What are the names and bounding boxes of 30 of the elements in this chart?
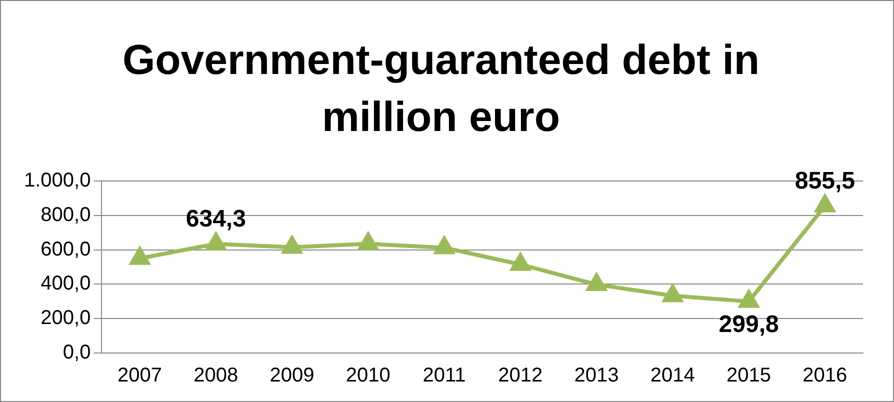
x-tick-label: 2013 bbox=[574, 364, 619, 387]
y-tick-label: 0,0 bbox=[62, 342, 91, 364]
data-label: 299,8 bbox=[718, 311, 779, 338]
x-tick-label: 2012 bbox=[498, 364, 543, 387]
chart-title: Government-guaranteed debt in million euro bbox=[121, 35, 761, 142]
x-tick-label: 2015 bbox=[726, 364, 772, 387]
x-tick-label: 2010 bbox=[346, 364, 390, 387]
x-tick-label: 2009 bbox=[270, 364, 314, 387]
data-label: 855,5 bbox=[794, 167, 855, 194]
point bbox=[206, 232, 226, 250]
point bbox=[510, 253, 530, 271]
point bbox=[130, 247, 150, 265]
point bbox=[358, 232, 378, 250]
x-tick-label: 2016 bbox=[802, 364, 848, 387]
data-label: 634,3 bbox=[186, 206, 246, 233]
x-tick-label: 2007 bbox=[118, 364, 162, 387]
point bbox=[586, 274, 606, 292]
x-tick-label: 2011 bbox=[422, 364, 466, 387]
y-tick-label: 800,0 bbox=[40, 204, 91, 226]
y-tick-label: 600,0 bbox=[40, 238, 91, 260]
point bbox=[434, 236, 454, 254]
point bbox=[282, 236, 302, 254]
point bbox=[662, 284, 682, 302]
x-tick-label: 2008 bbox=[194, 364, 238, 387]
y-tick-label: 200,0 bbox=[40, 307, 91, 330]
y-tick-label: 1.000,0 bbox=[24, 170, 91, 192]
y-tick-label: 400,0 bbox=[40, 272, 91, 295]
point bbox=[815, 194, 835, 212]
point bbox=[739, 290, 759, 308]
x-tick-label: 2014 bbox=[650, 364, 695, 387]
